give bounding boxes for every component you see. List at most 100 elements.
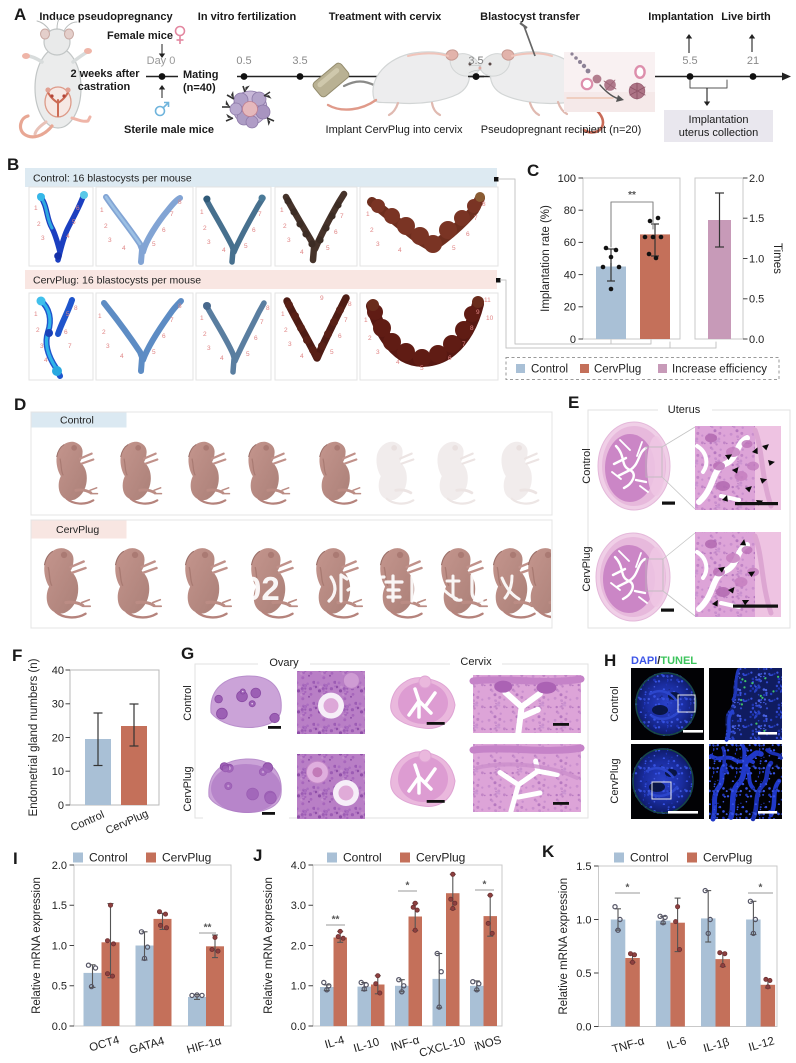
svg-text:Sterile male mice: Sterile male mice xyxy=(124,124,214,136)
svg-text:Implantation rate (%): Implantation rate (%) xyxy=(540,205,552,312)
svg-text:1.0: 1.0 xyxy=(52,940,67,952)
svg-text:0.0: 0.0 xyxy=(291,1021,306,1033)
svg-text:CervPlug: CervPlug xyxy=(581,546,593,591)
svg-text:Blastocyst transfer: Blastocyst transfer xyxy=(480,11,580,23)
svg-text:Endometrial gland numbers (n): Endometrial gland numbers (n) xyxy=(28,658,40,816)
svg-text:CervPlug: CervPlug xyxy=(609,758,621,803)
svg-text:3: 3 xyxy=(106,343,110,350)
svg-text:4.0: 4.0 xyxy=(291,860,306,872)
svg-text:CervPlug: CervPlug xyxy=(182,766,194,811)
svg-text:In vitro fertilization: In vitro fertilization xyxy=(198,11,297,23)
svg-text:6: 6 xyxy=(64,329,68,336)
svg-text:**: ** xyxy=(204,923,212,934)
svg-text:Increase efficiency: Increase efficiency xyxy=(672,364,767,376)
svg-text:10: 10 xyxy=(52,766,64,778)
svg-text:2 weeks after: 2 weeks after xyxy=(70,68,140,80)
svg-text:K: K xyxy=(542,842,555,861)
svg-text:Control: Control xyxy=(531,364,568,376)
svg-text:7: 7 xyxy=(170,211,174,218)
svg-text:Control: Control xyxy=(69,809,106,834)
svg-text:8: 8 xyxy=(74,305,78,312)
svg-text:5: 5 xyxy=(452,245,456,252)
svg-text:5: 5 xyxy=(246,351,250,358)
svg-text:Control: Control xyxy=(581,448,593,483)
svg-text:1: 1 xyxy=(364,317,368,324)
svg-text:0.0: 0.0 xyxy=(52,1021,67,1033)
svg-text:80: 80 xyxy=(564,205,576,217)
svg-text:8: 8 xyxy=(178,303,182,310)
svg-text:2: 2 xyxy=(370,227,374,234)
svg-text:5: 5 xyxy=(326,245,330,252)
svg-text:10: 10 xyxy=(486,315,494,322)
svg-text:1: 1 xyxy=(34,205,38,212)
svg-text:7: 7 xyxy=(258,211,262,218)
svg-text:1.5: 1.5 xyxy=(52,900,67,912)
svg-text:1.0: 1.0 xyxy=(291,981,306,993)
svg-text:I: I xyxy=(13,849,18,868)
svg-text:5: 5 xyxy=(72,219,76,226)
svg-text:8: 8 xyxy=(482,201,486,208)
svg-text:Day 0: Day 0 xyxy=(147,55,176,67)
svg-text:INF-α: INF-α xyxy=(390,1034,422,1054)
svg-text:2: 2 xyxy=(102,329,106,336)
svg-text:GATA4: GATA4 xyxy=(128,1035,166,1057)
svg-text:1: 1 xyxy=(280,207,284,214)
svg-text:5: 5 xyxy=(244,243,248,250)
svg-text:OCT4: OCT4 xyxy=(88,1034,121,1054)
svg-text:6: 6 xyxy=(254,335,258,342)
svg-text:IL-4: IL-4 xyxy=(323,1034,346,1051)
svg-text:2: 2 xyxy=(368,335,372,342)
svg-text:0.0: 0.0 xyxy=(576,1021,591,1033)
svg-text:4: 4 xyxy=(122,245,126,252)
svg-text:CervPlug: CervPlug xyxy=(416,851,465,865)
svg-text:2.0: 2.0 xyxy=(52,860,67,872)
svg-text:7: 7 xyxy=(462,341,466,348)
svg-text:9: 9 xyxy=(320,295,324,302)
svg-text:H: H xyxy=(604,651,616,670)
svg-text:6: 6 xyxy=(162,333,166,340)
svg-text:*: * xyxy=(483,880,487,891)
svg-text:3: 3 xyxy=(40,343,44,350)
svg-text:0: 0 xyxy=(58,800,64,812)
svg-text:Control: Control xyxy=(630,851,669,865)
svg-text:1: 1 xyxy=(98,313,102,320)
svg-text:4: 4 xyxy=(120,353,124,360)
svg-text:8: 8 xyxy=(266,305,270,312)
svg-text:1: 1 xyxy=(200,315,204,322)
svg-text:3: 3 xyxy=(207,345,211,352)
svg-text:CervPlug: 16 blastocysts per m: CervPlug: 16 blastocysts per mouse xyxy=(33,275,201,287)
svg-text:CervPlug: CervPlug xyxy=(162,851,211,865)
svg-text:C: C xyxy=(527,161,539,180)
svg-text:1: 1 xyxy=(366,211,370,218)
svg-text:*: * xyxy=(406,881,410,892)
svg-text:B: B xyxy=(7,155,19,174)
svg-text:Control: 16 blastocysts per mo: Control: 16 blastocysts per mouse xyxy=(33,173,192,185)
svg-text:3: 3 xyxy=(376,241,380,248)
svg-text:7: 7 xyxy=(344,317,348,324)
svg-text:Control: Control xyxy=(89,851,128,865)
svg-text:A: A xyxy=(14,5,26,24)
svg-text:2: 2 xyxy=(283,223,287,230)
svg-text:F: F xyxy=(12,646,22,665)
svg-text:IL-10: IL-10 xyxy=(352,1036,381,1055)
svg-text:Uterus: Uterus xyxy=(668,404,701,416)
svg-text:100: 100 xyxy=(558,173,576,185)
svg-text:1.0: 1.0 xyxy=(749,253,764,265)
svg-text:Mating: Mating xyxy=(183,69,218,81)
svg-text:6: 6 xyxy=(466,231,470,238)
svg-text:30: 30 xyxy=(52,699,64,711)
svg-text:(n=40): (n=40) xyxy=(183,82,216,94)
svg-text:IL-6: IL-6 xyxy=(665,1035,687,1052)
svg-text:2: 2 xyxy=(203,225,207,232)
svg-text:Relative mRNA expression: Relative mRNA expression xyxy=(31,877,43,1014)
svg-text:6: 6 xyxy=(448,355,452,362)
svg-text:9: 9 xyxy=(476,309,480,316)
svg-text:20: 20 xyxy=(564,302,576,314)
svg-text:IL-12: IL-12 xyxy=(747,1035,776,1054)
svg-text:5: 5 xyxy=(330,349,334,356)
svg-text:0.5: 0.5 xyxy=(749,294,764,306)
svg-text:*: * xyxy=(759,883,763,894)
svg-text:3: 3 xyxy=(376,349,380,356)
svg-text:5.5: 5.5 xyxy=(682,55,697,67)
svg-text:11: 11 xyxy=(484,297,491,304)
